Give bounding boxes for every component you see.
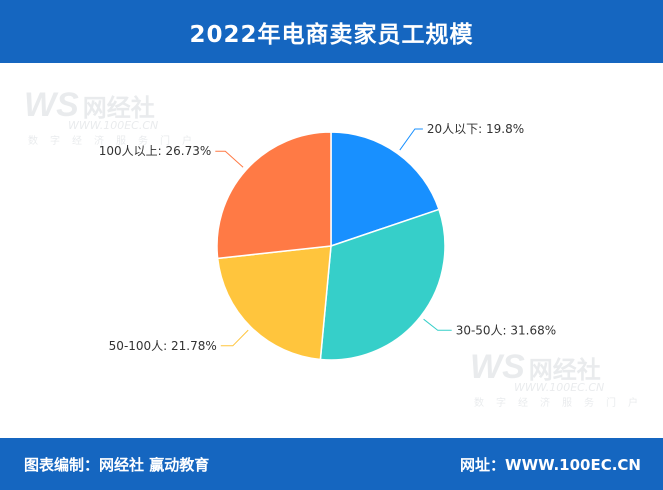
pie-slice-3[interactable] [216, 131, 332, 260]
pie-label-2: 50-100人: 21.78% [109, 339, 217, 353]
page-title: 2022年电商卖家员工规模 [189, 21, 474, 48]
pie-label-3: 100人以上: 26.73% [99, 144, 212, 158]
pie-label-0: 20人以下: 19.8% [427, 122, 524, 136]
footer-website[interactable]: 网址：WWW.100EC.CN [460, 456, 641, 474]
pie-label-1: 30-50人: 31.68% [456, 323, 556, 337]
footer-credit: 图表编制：网经社 赢动教育 [24, 456, 210, 474]
pie-chart: 20人以下: 19.8% 30-50人: 31.68% 50-100人: 21.78… [99, 122, 556, 361]
pie-leader-line-2 [220, 329, 249, 347]
pie-leader-line-0 [399, 128, 423, 151]
pie-slice-1[interactable] [319, 208, 446, 361]
pie-leader-line-1 [423, 318, 452, 331]
footer-bar: 图表编制：网经社 赢动教育 网址：WWW.100EC.CN [0, 438, 663, 490]
pie-slice-0[interactable] [330, 131, 440, 248]
pie-leader-line-3 [215, 150, 244, 168]
pie-slice-2[interactable] [216, 245, 332, 361]
title-bar: 2022年电商卖家员工规模 [0, 0, 663, 63]
